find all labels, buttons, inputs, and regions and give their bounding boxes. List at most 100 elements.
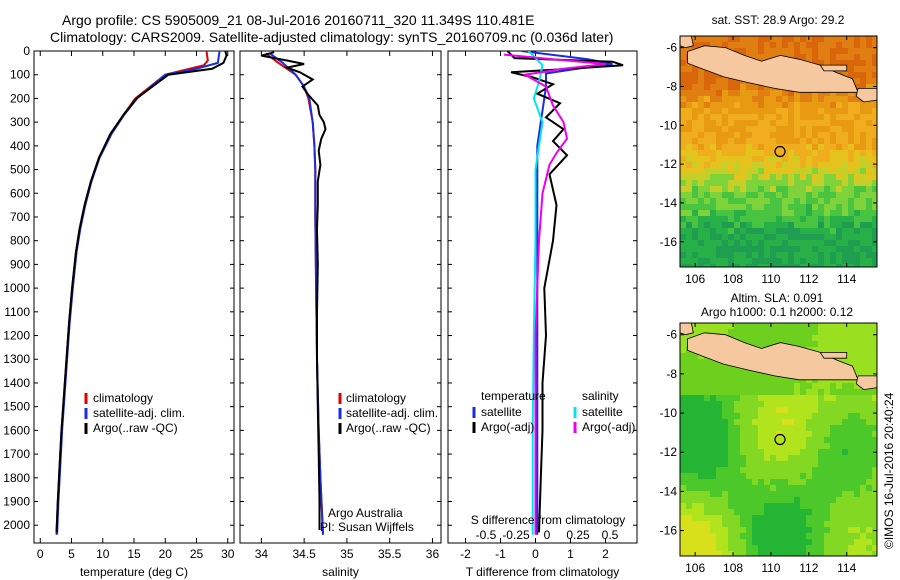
map-cell: [692, 210, 699, 217]
map-cell: [716, 509, 723, 516]
map-cell: [734, 551, 741, 557]
map-cell: [806, 90, 813, 97]
map-cell: [746, 551, 753, 557]
map-cell: [692, 126, 699, 133]
map-cell: [734, 521, 741, 528]
map-cell: [692, 359, 699, 366]
map-cell: [818, 335, 825, 342]
map-cell: [680, 198, 687, 205]
map-cell: [716, 455, 723, 462]
map-cell: [752, 90, 759, 97]
map-cell: [794, 132, 801, 139]
map-cell: [704, 90, 711, 97]
map-cell: [728, 365, 735, 372]
map-cell: [722, 186, 729, 193]
map-cell: [686, 234, 693, 241]
map-cell: [686, 551, 693, 557]
map-cell: [710, 515, 717, 522]
map-cell: [842, 264, 849, 268]
salinity-xtick-label: 36: [426, 547, 440, 561]
map-cell: [686, 258, 693, 265]
map-cell: [722, 120, 729, 127]
map-cell: [716, 162, 723, 169]
map-cell: [842, 216, 849, 223]
map-cell: [734, 162, 741, 169]
map-cell: [830, 54, 837, 61]
map-cell: [710, 102, 717, 109]
map-cell: [842, 389, 849, 396]
map-cell: [854, 509, 861, 516]
map-cell: [752, 216, 759, 223]
map-cell: [866, 114, 873, 121]
map-cell: [812, 126, 819, 133]
map-cell: [854, 431, 861, 438]
map-cell: [680, 192, 687, 199]
map-cell: [752, 240, 759, 247]
map-cell: [704, 437, 711, 444]
map-cell: [824, 503, 831, 510]
map-cell: [794, 108, 801, 115]
map-cell: [806, 240, 813, 247]
map-cell: [824, 323, 831, 330]
depth-tick-label: 200: [10, 91, 30, 105]
map-cell: [752, 162, 759, 169]
map-cell: [794, 42, 801, 49]
map-sla-lon-label: 106: [685, 561, 705, 575]
map-cell: [740, 485, 747, 492]
map-cell: [866, 401, 873, 408]
map-cell: [692, 252, 699, 259]
map-cell: [734, 84, 741, 91]
map-cell: [758, 431, 765, 438]
map-cell: [812, 90, 819, 97]
map-cell: [776, 419, 783, 426]
map-cell: [728, 246, 735, 253]
map-cell: [836, 383, 843, 390]
map-cell: [794, 180, 801, 187]
map-cell: [680, 144, 687, 151]
map-cell: [782, 234, 789, 241]
temperature-xtick-label: 30: [221, 547, 235, 561]
map-cell: [686, 419, 693, 426]
map-cell: [734, 425, 741, 432]
map-cell: [776, 407, 783, 414]
map-cell: [728, 138, 735, 145]
map-cell: [734, 120, 741, 127]
map-cell: [752, 102, 759, 109]
map-cell: [818, 156, 825, 163]
map-cell: [704, 383, 711, 390]
map-cell: [776, 96, 783, 103]
map-cell: [686, 150, 693, 157]
map-cell: [824, 210, 831, 217]
map-cell: [698, 96, 705, 103]
map-cell: [770, 156, 777, 163]
map-cell: [716, 234, 723, 241]
map-cell: [758, 383, 765, 390]
map-cell: [824, 539, 831, 546]
map-cell: [866, 491, 873, 498]
map-cell: [866, 329, 873, 336]
map-cell: [842, 407, 849, 414]
map-sst-lat-label: -6: [666, 41, 677, 55]
map-cell: [728, 377, 735, 384]
map-cell: [788, 96, 795, 103]
map-cell: [740, 461, 747, 468]
depth-tick-label: 100: [10, 68, 30, 82]
map-sla-lat-label: -12: [660, 445, 678, 459]
map-cell: [740, 479, 747, 486]
map-cell: [746, 461, 753, 468]
map-cell: [758, 84, 765, 91]
map-cell: [848, 335, 855, 342]
map-cell: [842, 186, 849, 193]
map-cell: [746, 479, 753, 486]
map-cell: [836, 443, 843, 450]
map-cell: [788, 108, 795, 115]
map-cell: [746, 401, 753, 408]
map-cell: [770, 90, 777, 97]
map-cell: [806, 252, 813, 259]
map-cell: [872, 497, 878, 504]
map-cell: [728, 96, 735, 103]
map-cell: [758, 371, 765, 378]
map-cell: [710, 210, 717, 217]
map-cell: [704, 479, 711, 486]
map-cell: [758, 192, 765, 199]
